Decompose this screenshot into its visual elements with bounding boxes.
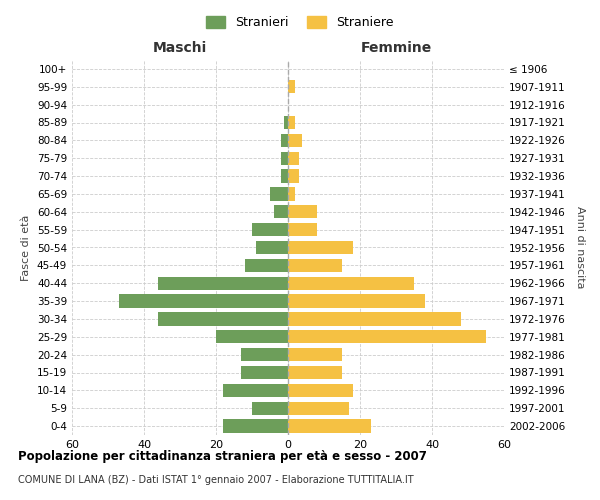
Bar (281, 134, 288, 147)
Bar (288, 223, 317, 236)
Bar (252, 402, 288, 415)
Bar (288, 241, 353, 254)
Bar (288, 134, 302, 147)
Text: Femmine: Femmine (361, 40, 431, 54)
Y-axis label: Fasce di età: Fasce di età (22, 214, 31, 280)
Bar (281, 170, 288, 183)
Bar (223, 420, 288, 433)
Bar (288, 116, 295, 129)
Bar (288, 80, 295, 94)
Bar (288, 420, 371, 433)
Y-axis label: Anni di nascita: Anni di nascita (575, 206, 585, 289)
Bar (241, 366, 288, 379)
Bar (241, 348, 288, 362)
Bar (288, 312, 461, 326)
Bar (288, 366, 342, 379)
Bar (223, 384, 288, 397)
Bar (245, 258, 288, 272)
Bar (288, 152, 299, 165)
Bar (270, 187, 288, 200)
Bar (158, 276, 288, 290)
Bar (288, 276, 414, 290)
Text: Maschi: Maschi (153, 40, 207, 54)
Bar (288, 205, 317, 218)
Bar (252, 223, 288, 236)
Bar (288, 402, 349, 415)
Bar (288, 348, 342, 362)
Bar (256, 241, 288, 254)
Bar (158, 312, 288, 326)
Bar (119, 294, 288, 308)
Text: Popolazione per cittadinanza straniera per età e sesso - 2007: Popolazione per cittadinanza straniera p… (18, 450, 427, 463)
Bar (288, 170, 299, 183)
Bar (281, 152, 288, 165)
Legend: Stranieri, Straniere: Stranieri, Straniere (202, 11, 398, 34)
Bar (288, 384, 353, 397)
Bar (216, 330, 288, 344)
Bar (284, 116, 288, 129)
Bar (288, 187, 295, 200)
Bar (274, 205, 288, 218)
Bar (288, 330, 486, 344)
Bar (288, 294, 425, 308)
Bar (288, 258, 342, 272)
Text: COMUNE DI LANA (BZ) - Dati ISTAT 1° gennaio 2007 - Elaborazione TUTTITALIA.IT: COMUNE DI LANA (BZ) - Dati ISTAT 1° genn… (18, 475, 413, 485)
